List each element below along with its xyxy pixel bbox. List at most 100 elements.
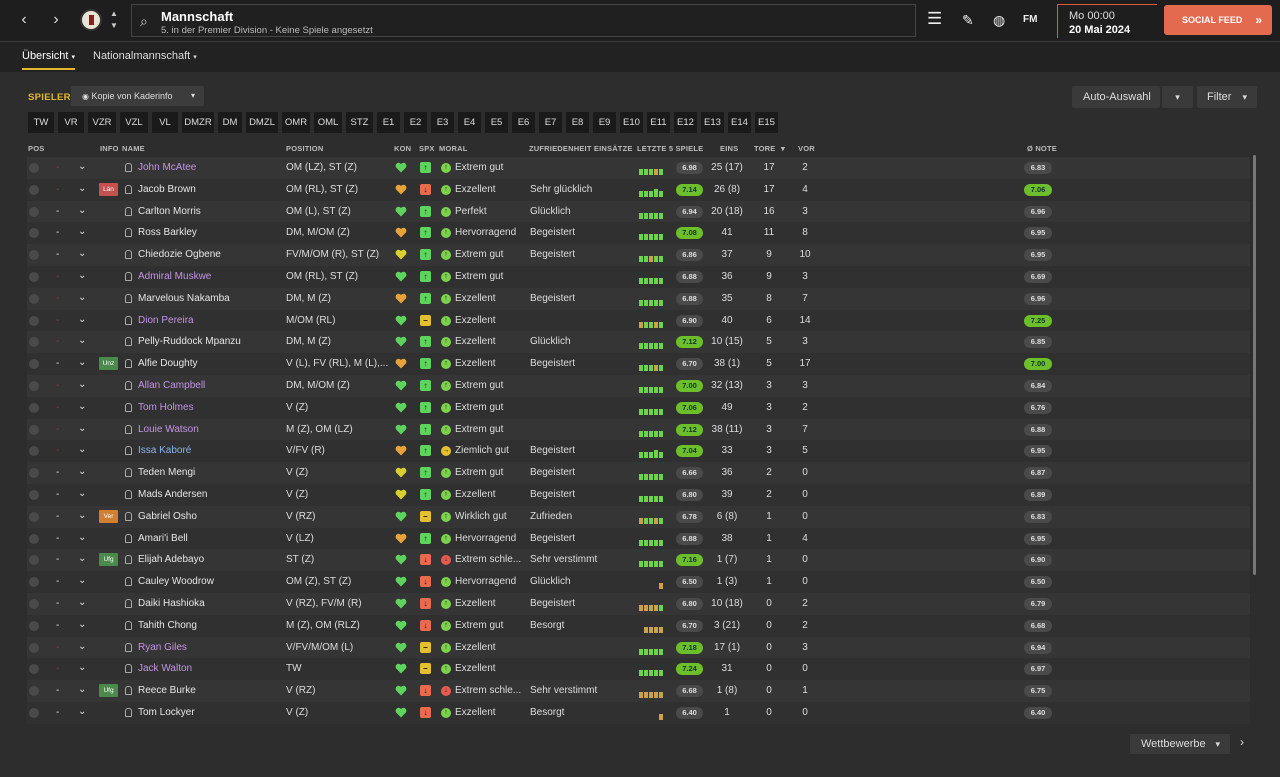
- position-button-e2[interactable]: E2: [404, 112, 427, 133]
- table-row[interactable]: - ⌄ Ryan Giles V/FV/M/OM (L) – ↑ Exzellent 7.18…: [27, 636, 1250, 659]
- col-note[interactable]: Ø NOTE: [1027, 144, 1057, 153]
- col-info[interactable]: INFO: [100, 144, 119, 153]
- chevron-down-icon[interactable]: ⌄: [78, 248, 87, 260]
- select-circle-icon[interactable]: [29, 163, 39, 173]
- position-button-dmzr[interactable]: DMZR: [182, 112, 214, 133]
- player-name[interactable]: Jack Walton: [138, 663, 193, 675]
- filter-button[interactable]: Filter ▾: [1197, 86, 1257, 108]
- table-row[interactable]: - ⌄ Unz Alfie Doughty V (L), FV (RL), M (L),…: [27, 353, 1250, 375]
- player-name[interactable]: Marvelous Nakamba: [138, 292, 230, 304]
- date-display[interactable]: Mo 00:00 20 Mai 2024: [1057, 4, 1157, 38]
- table-row[interactable]: - ⌄ Tom Holmes V (Z) ↑ ↑ Extrem gut 7.06 49 3 2 6.7…: [27, 396, 1250, 419]
- search-icon[interactable]: ⌕: [140, 13, 148, 29]
- chevron-down-icon[interactable]: ⌄: [78, 357, 87, 369]
- globe-icon[interactable]: ◍: [993, 12, 1006, 28]
- player-name[interactable]: Tom Lockyer: [138, 707, 195, 718]
- col-tore[interactable]: TORE: [754, 144, 776, 153]
- select-circle-icon[interactable]: [29, 555, 39, 566]
- col-letzte-5-spiele[interactable]: LETZTE 5 SPIELE: [637, 144, 704, 153]
- chevron-down-icon[interactable]: ⌄: [78, 204, 87, 216]
- position-button-tw[interactable]: TW: [28, 112, 54, 133]
- select-circle-icon[interactable]: [29, 599, 39, 609]
- position-button-e10[interactable]: E10: [620, 112, 643, 133]
- player-name[interactable]: Pelly-Ruddock Mpanzu: [138, 336, 241, 348]
- back-icon[interactable]: ‹: [21, 11, 27, 28]
- select-circle-icon[interactable]: [29, 511, 39, 522]
- select-circle-icon[interactable]: [29, 337, 39, 348]
- table-row[interactable]: - ⌄ Teden Mengi V (Z) ↑ ↑ Extrem gut Begeistert…: [27, 462, 1250, 484]
- table-row[interactable]: - ⌄ Carlton Morris OM (L), ST (Z) ↑ ↑ Perfekt G…: [27, 200, 1250, 223]
- select-circle-icon[interactable]: [29, 642, 39, 653]
- player-name[interactable]: Allan Campbell: [138, 380, 206, 391]
- player-name[interactable]: Jacob Brown: [138, 183, 196, 195]
- select-circle-icon[interactable]: [29, 577, 39, 588]
- player-name[interactable]: Daiki Hashioka: [138, 598, 205, 609]
- chevron-down-icon[interactable]: ⌄: [78, 553, 87, 565]
- col-vor[interactable]: VOR: [798, 144, 815, 153]
- player-name[interactable]: Chiedozie Ogbene: [138, 249, 221, 261]
- position-button-e6[interactable]: E6: [512, 112, 535, 133]
- chevron-down-icon[interactable]: ⌄: [78, 270, 87, 281]
- table-row[interactable]: - ⌄ Chiedozie Ogbene FV/M/OM (R), ST (Z) ↑ ↑ E…: [27, 244, 1250, 266]
- select-circle-icon[interactable]: [29, 686, 39, 697]
- player-name[interactable]: Tom Holmes: [138, 401, 194, 413]
- position-button-e12[interactable]: E12: [674, 112, 697, 133]
- page-header[interactable]: ⌕ Mannschaft 5. in der Premier Division …: [131, 4, 916, 37]
- auto-select-button[interactable]: Auto-Auswahl: [1072, 86, 1160, 108]
- tab-uebersicht[interactable]: Übersicht ▾: [22, 50, 76, 70]
- table-row[interactable]: - ⌄ Issa Kaboré V/FV (R) ↑ → Ziemlich gut Begei…: [27, 440, 1250, 463]
- player-name[interactable]: Tahith Chong: [138, 619, 197, 631]
- club-crest-icon[interactable]: [80, 9, 102, 31]
- position-button-e4[interactable]: E4: [458, 112, 481, 133]
- competitions-button[interactable]: Wettbewerbe ▾: [1130, 734, 1230, 754]
- chevron-down-icon[interactable]: ⌄: [78, 575, 87, 587]
- table-row[interactable]: - ⌄ Mads Andersen V (Z) ↑ ↑ Exzellent Begeister…: [27, 484, 1250, 506]
- player-name[interactable]: Louie Watson: [138, 423, 199, 435]
- select-circle-icon[interactable]: [29, 620, 39, 631]
- select-circle-icon[interactable]: [29, 184, 39, 195]
- chevron-down-icon[interactable]: ⌄: [78, 466, 87, 478]
- select-circle-icon[interactable]: [29, 359, 39, 370]
- table-row[interactable]: - ⌄ Dion Pereira M/OM (RL) – ↑ Exzellent 6.90 40…: [27, 309, 1250, 332]
- table-row[interactable]: - ⌄ Län Jacob Brown OM (RL), ST (Z) ↓ ↑ Exzelle…: [27, 178, 1250, 201]
- player-name[interactable]: Cauley Woodrow: [138, 576, 214, 588]
- position-button-dm[interactable]: DM: [218, 112, 242, 133]
- table-row[interactable]: - ⌄ Admiral Muskwe OM (RL), ST (Z) ↑ ↑ Extrem …: [27, 266, 1250, 288]
- player-name[interactable]: Admiral Muskwe: [138, 271, 212, 282]
- player-name[interactable]: Dion Pereira: [138, 314, 194, 326]
- position-button-e9[interactable]: E9: [593, 112, 616, 133]
- table-row[interactable]: - ⌄ Louie Watson M (Z), OM (LZ) ↑ ↑ Extrem gut…: [27, 418, 1250, 441]
- col-zufriedenheit[interactable]: ZUFRIEDENHEIT EINSÄTZE: [529, 144, 633, 153]
- chevron-down-icon[interactable]: ⌄: [78, 182, 87, 194]
- player-name[interactable]: Ryan Giles: [138, 641, 187, 653]
- chevron-down-icon[interactable]: ⌄: [78, 422, 87, 434]
- table-row[interactable]: - ⌄ Pelly-Ruddock Mpanzu DM, M (Z) ↑ ↑ Exzelle…: [27, 331, 1250, 354]
- chevron-down-icon[interactable]: ⌄: [78, 379, 87, 390]
- chevron-down-icon[interactable]: ⌄: [78, 313, 87, 325]
- select-circle-icon[interactable]: [29, 228, 39, 239]
- position-button-e3[interactable]: E3: [431, 112, 454, 133]
- player-name[interactable]: Reece Burke: [138, 685, 196, 697]
- col-spx[interactable]: SPX: [419, 144, 435, 153]
- menu-icon[interactable]: ☰: [927, 9, 943, 28]
- chevron-down-icon[interactable]: ⌄: [78, 684, 87, 696]
- select-circle-icon[interactable]: [29, 446, 39, 457]
- position-button-omr[interactable]: OMR: [282, 112, 310, 133]
- chevron-down-icon[interactable]: ⌄: [78, 531, 87, 543]
- select-circle-icon[interactable]: [29, 293, 39, 304]
- chevron-down-icon[interactable]: ⌄: [78, 335, 87, 347]
- chevron-down-icon[interactable]: ⌄: [78, 488, 87, 499]
- chevron-right-icon[interactable]: ›: [1240, 735, 1244, 749]
- scrollbar[interactable]: [1253, 155, 1256, 575]
- social-feed-button[interactable]: SOCIAL FEED »: [1164, 5, 1272, 35]
- position-button-e8[interactable]: E8: [566, 112, 589, 133]
- player-name[interactable]: Gabriel Osho: [138, 510, 197, 522]
- position-button-e15[interactable]: E15: [755, 112, 778, 133]
- player-name[interactable]: Ross Barkley: [138, 227, 197, 239]
- select-circle-icon[interactable]: [29, 533, 39, 544]
- position-button-vr[interactable]: VR: [58, 112, 84, 133]
- position-button-e5[interactable]: E5: [485, 112, 508, 133]
- tab-nationalmannschaft[interactable]: Nationalmannschaft ▾: [93, 50, 197, 62]
- player-name[interactable]: Elijah Adebayo: [138, 554, 205, 566]
- select-circle-icon[interactable]: [29, 424, 39, 435]
